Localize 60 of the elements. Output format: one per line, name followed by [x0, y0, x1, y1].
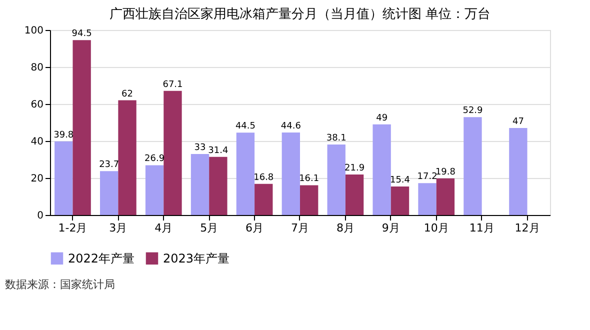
data-label: 38.1 [326, 134, 346, 144]
bar [464, 117, 482, 215]
bar [300, 185, 318, 215]
legend-label: 2022年产量 [68, 251, 135, 266]
legend-label: 2023年产量 [163, 251, 230, 266]
data-label: 19.8 [435, 167, 456, 178]
data-label: 94.5 [72, 29, 92, 40]
bar [54, 141, 73, 215]
bar [164, 90, 182, 215]
x-tick-label: 3月 [109, 222, 128, 234]
x-tick-label: 12月 [514, 222, 540, 234]
bar [209, 156, 228, 215]
bar [418, 183, 436, 215]
x-tick-label: 9月 [382, 222, 400, 234]
bar [372, 124, 391, 215]
bar [436, 178, 455, 215]
y-tick-label: 0 [37, 210, 44, 222]
bar [345, 174, 364, 215]
data-label: 16.1 [299, 174, 320, 184]
y-tick-label: 80 [30, 62, 44, 74]
bar [509, 128, 528, 215]
bar [327, 144, 346, 215]
x-tick-label: 10月 [424, 222, 449, 234]
data-label: 44.6 [280, 121, 302, 132]
data-label: 15.4 [390, 176, 410, 186]
data-label: 67.1 [162, 80, 183, 90]
data-label: 39.8 [54, 130, 74, 140]
bar [282, 132, 300, 215]
data-label: 31.4 [208, 146, 228, 156]
bar [118, 100, 136, 215]
bar [236, 132, 255, 215]
bar [100, 171, 118, 215]
bar [190, 154, 210, 215]
x-tick-label: 4月 [154, 222, 173, 234]
data-label: 44.5 [235, 122, 256, 132]
y-tick-label: 20 [30, 174, 44, 184]
data-label: 52.9 [462, 106, 484, 116]
y-tick-label: 40 [30, 136, 44, 148]
data-label: 47 [512, 117, 524, 128]
data-label: 23.7 [99, 160, 120, 170]
chart-title: 广西壮族自治区家用电冰箱产量分月（当月值）统计图 单位：万台 [109, 6, 491, 22]
bar [254, 184, 273, 215]
data-label: 21.9 [344, 163, 365, 174]
data-label: 16.8 [254, 172, 274, 183]
x-tick-label: 7月 [291, 222, 309, 234]
x-tick-label: 1-2月 [58, 222, 88, 234]
bar [72, 40, 91, 215]
x-tick-label: 6月 [246, 222, 264, 234]
data-label: 49 [376, 113, 388, 124]
x-tick-label: 11月 [469, 222, 494, 234]
source-note: 数据来源：国家统计局 [5, 278, 115, 291]
y-tick-label: 100 [24, 26, 44, 36]
y-tick-label: 60 [30, 100, 44, 110]
x-tick-label: 5月 [200, 222, 218, 234]
x-tick-label: 8月 [336, 222, 354, 234]
data-label: 33 [194, 142, 206, 153]
data-label: 62 [122, 89, 133, 100]
bar [390, 186, 410, 215]
bar [145, 165, 164, 215]
data-label: 17.2 [417, 172, 438, 182]
